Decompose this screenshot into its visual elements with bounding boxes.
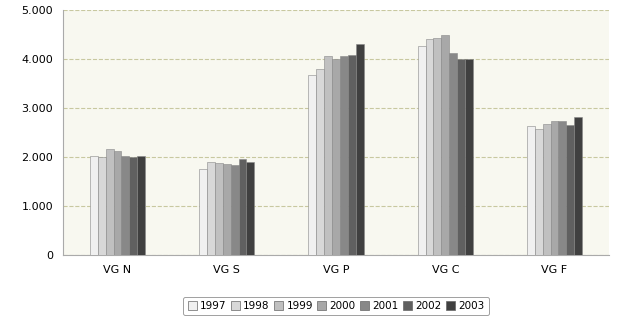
Bar [551, 121, 558, 255]
Bar [207, 163, 215, 255]
Bar [457, 60, 465, 255]
Bar [348, 55, 355, 255]
Bar [426, 39, 433, 255]
Bar [441, 35, 449, 255]
Bar [465, 59, 473, 255]
Bar [535, 129, 543, 255]
Bar [566, 125, 574, 255]
Bar [90, 156, 98, 255]
Bar [106, 149, 114, 255]
Bar [418, 45, 426, 255]
Bar [230, 165, 239, 255]
Bar [543, 124, 551, 255]
Bar [199, 169, 207, 255]
Bar [332, 59, 340, 255]
Bar [114, 150, 121, 255]
Bar [340, 56, 348, 255]
Bar [239, 159, 246, 255]
Bar [223, 164, 230, 255]
Bar [574, 117, 582, 255]
Bar [129, 157, 137, 255]
Bar [98, 157, 106, 255]
Bar [317, 69, 324, 255]
Bar [121, 156, 129, 255]
Bar [527, 126, 535, 255]
Bar [449, 53, 457, 255]
Legend: 1997, 1998, 1999, 2000, 2001, 2002, 2003: 1997, 1998, 1999, 2000, 2001, 2002, 2003 [183, 297, 489, 315]
Bar [246, 163, 254, 255]
Bar [308, 75, 317, 255]
Bar [324, 57, 332, 255]
Bar [558, 121, 566, 255]
Bar [355, 44, 364, 255]
Bar [137, 156, 145, 255]
Bar [215, 163, 223, 255]
Bar [433, 38, 441, 255]
